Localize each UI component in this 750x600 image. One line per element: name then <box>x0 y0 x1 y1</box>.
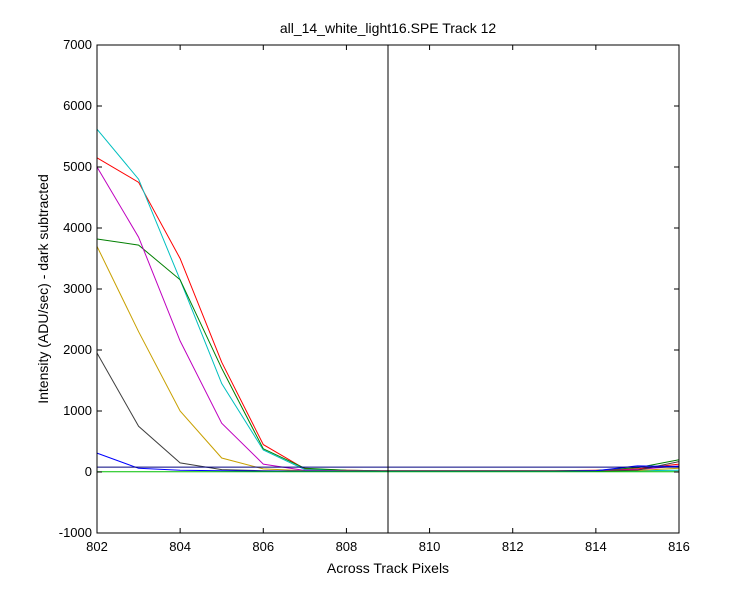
y-tick-label: 3000 <box>63 281 92 296</box>
y-axis-label: Intensity (ADU/sec) - dark subtracted <box>35 174 51 404</box>
y-tick-label: -1000 <box>59 525 92 540</box>
x-tick-label: 816 <box>668 539 690 554</box>
x-tick-label: 812 <box>502 539 524 554</box>
x-tick-label: 802 <box>86 539 108 554</box>
y-tick-label: 1000 <box>63 403 92 418</box>
x-axis-label: Across Track Pixels <box>327 560 449 576</box>
chart-title: all_14_white_light16.SPE Track 12 <box>280 20 497 36</box>
y-tick-label: 0 <box>85 464 92 479</box>
y-tick-label: 2000 <box>63 342 92 357</box>
y-tick-label: 5000 <box>63 159 92 174</box>
x-tick-label: 808 <box>336 539 358 554</box>
y-tick-label: 6000 <box>63 98 92 113</box>
y-tick-label: 4000 <box>63 220 92 235</box>
y-tick-label: 7000 <box>63 37 92 52</box>
x-tick-label: 806 <box>252 539 274 554</box>
tick-layer: 802 804 806 808 810 812 814 816 -1000 0 1000 2000 30… <box>59 37 690 554</box>
x-tick-label: 804 <box>169 539 191 554</box>
x-tick-label: 810 <box>419 539 441 554</box>
x-tick-label: 814 <box>585 539 607 554</box>
